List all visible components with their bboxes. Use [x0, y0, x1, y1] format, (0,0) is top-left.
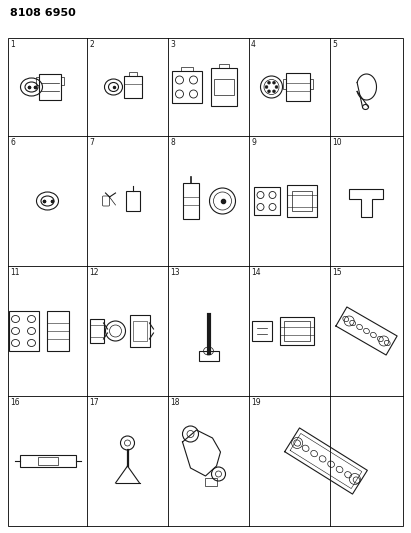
Text: 9: 9 — [251, 138, 256, 147]
Text: 15: 15 — [332, 268, 342, 277]
Text: 18: 18 — [170, 398, 180, 407]
Ellipse shape — [275, 85, 278, 88]
Ellipse shape — [272, 90, 275, 93]
Text: 4: 4 — [251, 40, 256, 49]
Ellipse shape — [265, 85, 268, 88]
Text: 10: 10 — [332, 138, 342, 147]
Text: 11: 11 — [10, 268, 19, 277]
Text: 14: 14 — [251, 268, 261, 277]
Ellipse shape — [268, 81, 270, 84]
Text: 3: 3 — [170, 40, 175, 49]
Text: 8108 6950: 8108 6950 — [10, 8, 76, 18]
Text: 8: 8 — [170, 138, 175, 147]
Ellipse shape — [268, 90, 270, 93]
Text: 12: 12 — [89, 268, 99, 277]
Text: 5: 5 — [332, 40, 337, 49]
Text: 7: 7 — [89, 138, 94, 147]
Text: 13: 13 — [170, 268, 180, 277]
Text: 19: 19 — [251, 398, 261, 407]
Text: 6: 6 — [10, 138, 15, 147]
Text: 16: 16 — [10, 398, 20, 407]
Text: 2: 2 — [89, 40, 94, 49]
Text: 1: 1 — [10, 40, 15, 49]
Ellipse shape — [272, 81, 275, 84]
Text: 17: 17 — [89, 398, 99, 407]
